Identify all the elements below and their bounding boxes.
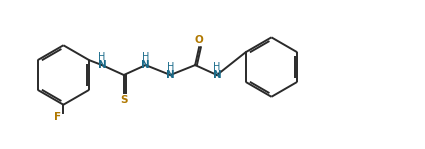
Text: H: H — [98, 52, 106, 62]
Text: H: H — [142, 52, 149, 62]
Text: N: N — [212, 70, 221, 80]
Text: O: O — [195, 35, 204, 45]
Text: N: N — [141, 60, 150, 70]
Text: H: H — [167, 62, 175, 72]
Text: F: F — [54, 112, 62, 122]
Text: S: S — [120, 95, 128, 105]
Text: H: H — [213, 62, 221, 72]
Text: N: N — [98, 60, 106, 70]
Text: N: N — [166, 70, 175, 80]
